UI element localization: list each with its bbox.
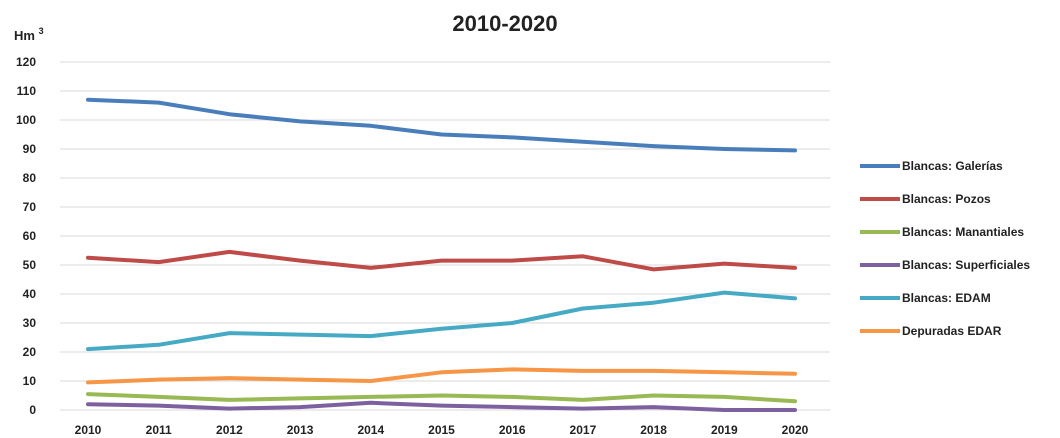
x-tick-label: 2020 [782, 423, 809, 437]
series-line-blancas-superficiales [86, 400, 797, 412]
gridlines [60, 61, 830, 411]
chart-title: 2010-2020 [452, 11, 557, 36]
legend: Blancas: Galerías Blancas: Pozos Blancas: … [860, 159, 1030, 338]
legend-item-blancas-manantiales: Blancas: Manantiales [860, 225, 1024, 239]
legend-label: Blancas: Manantiales [902, 225, 1024, 239]
y-tick-label: 60 [23, 229, 37, 243]
series-line-depuradas-edar [86, 367, 797, 385]
y-tick-label: 40 [23, 287, 37, 301]
y-tick-label: 90 [23, 142, 37, 156]
legend-item-blancas-pozos: Blancas: Pozos [860, 192, 991, 206]
y-axis-unit: Hm 3 [14, 26, 44, 43]
series-line-blancas-pozos [86, 249, 797, 272]
series-line-blancas-manantiales [86, 392, 797, 404]
y-axis-unit-base: Hm [14, 28, 35, 43]
legend-item-blancas-superficiales: Blancas: Superficiales [860, 258, 1030, 272]
y-tick-label: 70 [23, 200, 37, 214]
y-tick-label: 10 [23, 374, 37, 388]
y-tick-label: 0 [29, 403, 36, 417]
y-tick-label: 100 [16, 113, 36, 127]
x-tick-label: 2010 [75, 423, 102, 437]
series-line-blancas-galer-as [86, 97, 797, 153]
x-tick-label: 2015 [428, 423, 455, 437]
x-tick-label: 2014 [357, 423, 384, 437]
series-lines [86, 97, 797, 412]
legend-label: Blancas: Galerías [902, 159, 1003, 173]
y-tick-label: 120 [16, 55, 36, 69]
x-tick-label: 2019 [711, 423, 738, 437]
legend-item-depuradas-edar: Depuradas EDAR [860, 324, 1002, 338]
legend-item-blancas-galer-as: Blancas: Galerías [860, 159, 1003, 173]
x-tick-label: 2016 [499, 423, 526, 437]
legend-item-blancas-edam: Blancas: EDAM [860, 291, 991, 305]
y-tick-label: 30 [23, 316, 37, 330]
y-tick-label: 80 [23, 171, 37, 185]
x-axis-ticks: 2010 2011 2012 2013 2014 2015 2016 2017 2018 2019… [75, 423, 809, 437]
y-axis-ticks: 0 10 20 30 40 50 60 70 80 90 100 110 120 [16, 55, 36, 417]
legend-label: Blancas: EDAM [902, 291, 991, 305]
legend-label: Blancas: Superficiales [902, 258, 1030, 272]
x-tick-label: 2011 [146, 423, 172, 437]
x-tick-label: 2012 [216, 423, 243, 437]
series-line-blancas-edam [86, 290, 797, 352]
y-tick-label: 20 [23, 345, 37, 359]
y-tick-label: 110 [17, 84, 37, 98]
x-tick-label: 2013 [287, 423, 314, 437]
y-tick-label: 50 [23, 258, 37, 272]
legend-label: Blancas: Pozos [902, 192, 991, 206]
x-tick-label: 2017 [570, 423, 597, 437]
x-tick-label: 2018 [640, 423, 667, 437]
y-axis-unit-superscript: 3 [39, 26, 44, 36]
legend-label: Depuradas EDAR [902, 324, 1002, 338]
